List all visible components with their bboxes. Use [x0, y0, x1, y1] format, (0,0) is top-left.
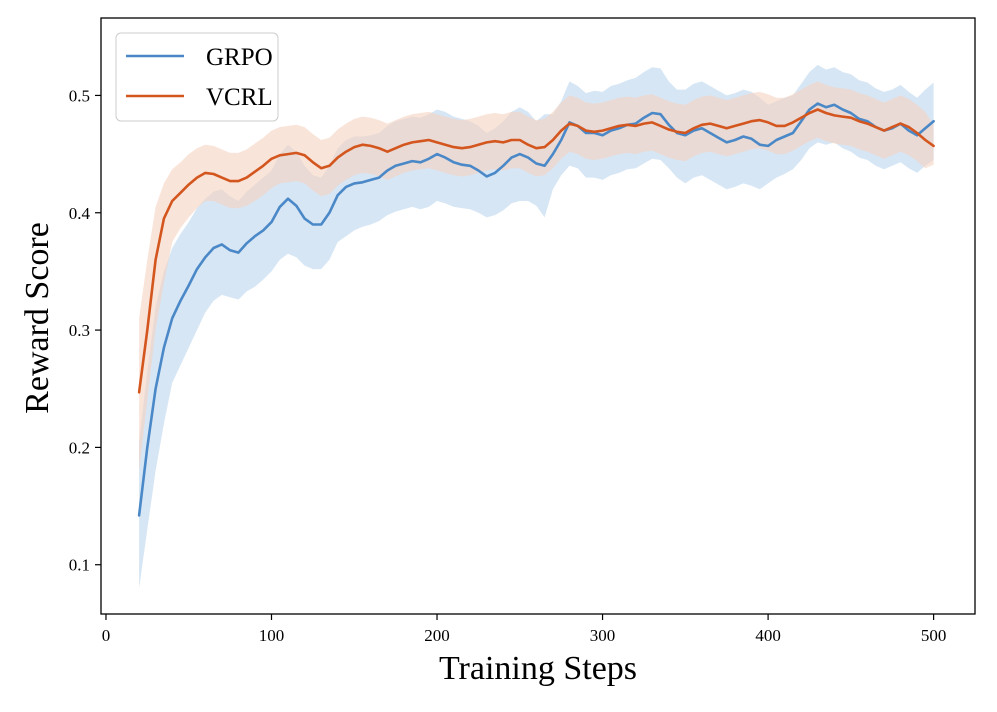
y-tick-label: 0.5 [69, 86, 90, 105]
x-tick-label: 200 [424, 626, 450, 645]
legend-label-vcrl: VCRL [206, 84, 273, 111]
plot-frame [100, 17, 976, 615]
x-tick-label: 500 [921, 626, 947, 645]
series-lines [137, 102, 935, 517]
vcrl-confidence-band [139, 81, 934, 471]
grpo-series-line [137, 102, 935, 517]
legend: GRPO VCRL [115, 32, 279, 122]
y-axis-title: Reward Score [19, 222, 56, 414]
y-tick-label: 0.3 [69, 321, 90, 340]
y-tick-label: 0.2 [69, 438, 90, 457]
x-tick-label: 400 [755, 626, 781, 645]
legend-items: GRPO VCRL [126, 44, 273, 111]
y-tick-label: 0.4 [69, 204, 91, 223]
y-axis-ticks: 0.1 0.2 0.3 0.4 0.5 [69, 86, 101, 575]
x-axis-ticks: 0 100 200 300 400 500 [102, 614, 947, 645]
x-tick-label: 300 [590, 626, 616, 645]
x-axis-title: Training Steps [439, 650, 637, 687]
x-tick-label: 0 [102, 626, 111, 645]
y-tick-label: 0.1 [69, 556, 90, 575]
legend-label-grpo: GRPO [206, 44, 273, 71]
vcrl-series-line [137, 108, 935, 394]
x-tick-label: 100 [259, 626, 285, 645]
